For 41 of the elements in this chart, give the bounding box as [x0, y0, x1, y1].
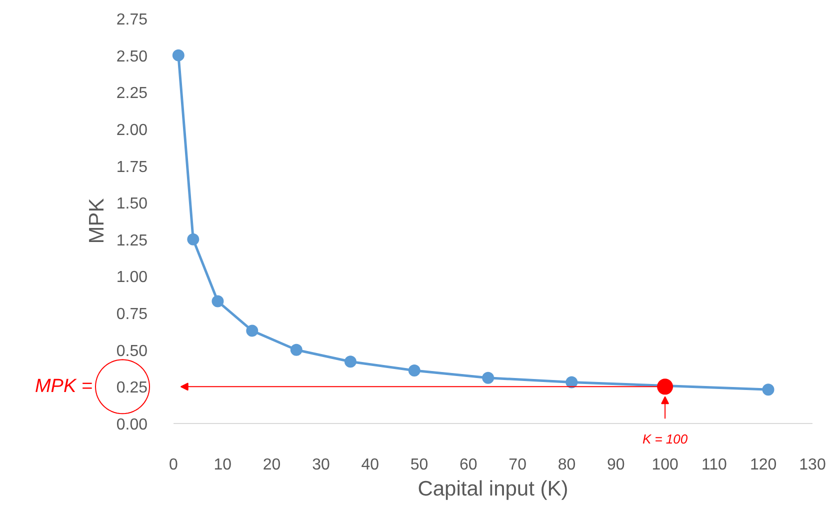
y-tick-label: 0.75	[116, 306, 148, 324]
point	[408, 364, 420, 376]
x-tick-label: 0	[169, 456, 178, 474]
y-tick-label: 1.25	[116, 232, 148, 250]
y-tick-label: 0.25	[116, 380, 148, 397]
point	[566, 376, 578, 388]
x-tick-label: 40	[361, 456, 380, 474]
x-tick-label: 130	[799, 456, 826, 474]
x-tick-label: 10	[214, 456, 232, 474]
x-tick-label: 60	[460, 456, 478, 474]
x-tick-label: 70	[508, 456, 527, 474]
point	[246, 324, 258, 337]
annotation: K = 100	[642, 432, 688, 446]
point	[172, 49, 184, 62]
y-axis-title: MPK	[85, 198, 108, 244]
x-axis-title: Capital input (K)	[418, 478, 568, 500]
y-tick-label: 2.50	[116, 48, 148, 66]
y-tick-label: 2.75	[116, 12, 148, 28]
x-tick-label: 20	[262, 456, 281, 474]
point	[344, 356, 356, 368]
x-tick-label: 50	[410, 456, 428, 474]
y-tick-label: 1.50	[116, 196, 148, 213]
y-tick-label: 1.75	[116, 158, 148, 176]
x-tick-label: 120	[750, 456, 777, 474]
point	[762, 384, 774, 396]
text: MPK =	[34, 376, 93, 398]
y-tick-label: 0.50	[116, 342, 148, 360]
point	[290, 344, 302, 356]
y-tick-label: 1.00	[116, 269, 148, 286]
point	[187, 233, 200, 246]
y-tick-label: 2.00	[116, 122, 148, 139]
point	[212, 295, 224, 308]
point	[482, 372, 494, 384]
x-tick-label: 30	[312, 456, 330, 474]
point	[657, 378, 674, 395]
x-tick-label: 90	[606, 456, 625, 474]
x-tick-label: 110	[701, 456, 728, 474]
y-tick-label: 0.00	[116, 416, 148, 434]
x-tick-label: 80	[558, 456, 576, 474]
y-tick-label: 2.25	[116, 85, 148, 102]
x-tick-label: 100	[652, 456, 678, 474]
